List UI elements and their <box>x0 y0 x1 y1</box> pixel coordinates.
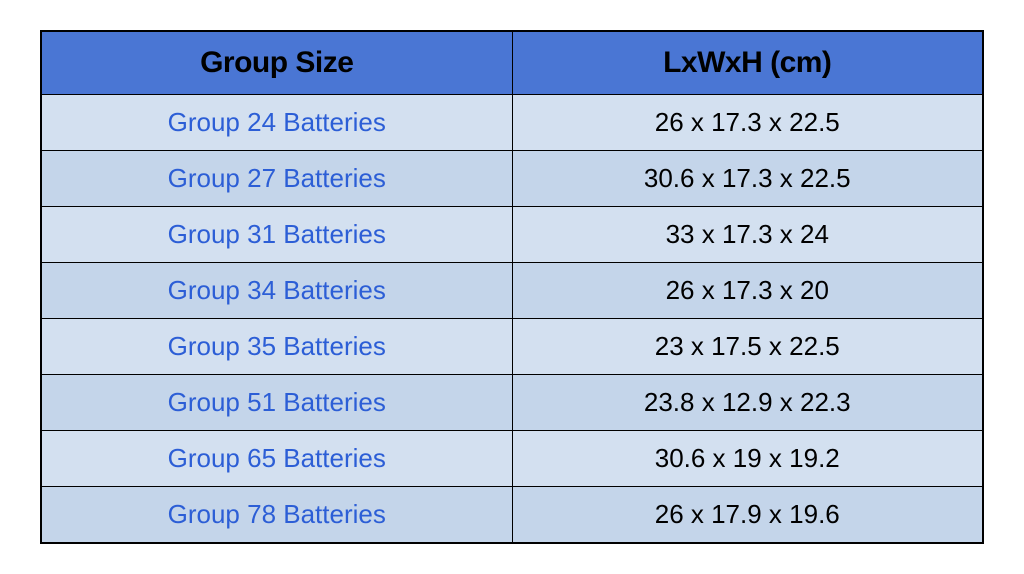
cell-dimensions: 30.6 x 19 x 19.2 <box>512 431 983 487</box>
table-body: Group 24 Batteries26 x 17.3 x 22.5Group … <box>41 95 983 544</box>
cell-dimensions: 23.8 x 12.9 x 22.3 <box>512 375 983 431</box>
battery-size-table: Group Size LxWxH (cm) Group 24 Batteries… <box>40 30 984 544</box>
cell-group-size: Group 31 Batteries <box>41 207 512 263</box>
cell-dimensions: 30.6 x 17.3 x 22.5 <box>512 151 983 207</box>
cell-group-size: Group 24 Batteries <box>41 95 512 151</box>
cell-group-size: Group 78 Batteries <box>41 487 512 544</box>
cell-dimensions: 26 x 17.3 x 20 <box>512 263 983 319</box>
table-row: Group 31 Batteries33 x 17.3 x 24 <box>41 207 983 263</box>
table-row: Group 51 Batteries23.8 x 12.9 x 22.3 <box>41 375 983 431</box>
cell-group-size: Group 65 Batteries <box>41 431 512 487</box>
table-row: Group 65 Batteries30.6 x 19 x 19.2 <box>41 431 983 487</box>
cell-group-size: Group 27 Batteries <box>41 151 512 207</box>
table-row: Group 78 Batteries26 x 17.9 x 19.6 <box>41 487 983 544</box>
col-header-group-size: Group Size <box>41 31 512 95</box>
table-row: Group 27 Batteries30.6 x 17.3 x 22.5 <box>41 151 983 207</box>
cell-group-size: Group 51 Batteries <box>41 375 512 431</box>
cell-group-size: Group 35 Batteries <box>41 319 512 375</box>
table-row: Group 24 Batteries26 x 17.3 x 22.5 <box>41 95 983 151</box>
cell-dimensions: 23 x 17.5 x 22.5 <box>512 319 983 375</box>
cell-dimensions: 33 x 17.3 x 24 <box>512 207 983 263</box>
col-header-dimensions: LxWxH (cm) <box>512 31 983 95</box>
cell-group-size: Group 34 Batteries <box>41 263 512 319</box>
cell-dimensions: 26 x 17.3 x 22.5 <box>512 95 983 151</box>
table-row: Group 35 Batteries23 x 17.5 x 22.5 <box>41 319 983 375</box>
table-header: Group Size LxWxH (cm) <box>41 31 983 95</box>
table-row: Group 34 Batteries26 x 17.3 x 20 <box>41 263 983 319</box>
cell-dimensions: 26 x 17.9 x 19.6 <box>512 487 983 544</box>
